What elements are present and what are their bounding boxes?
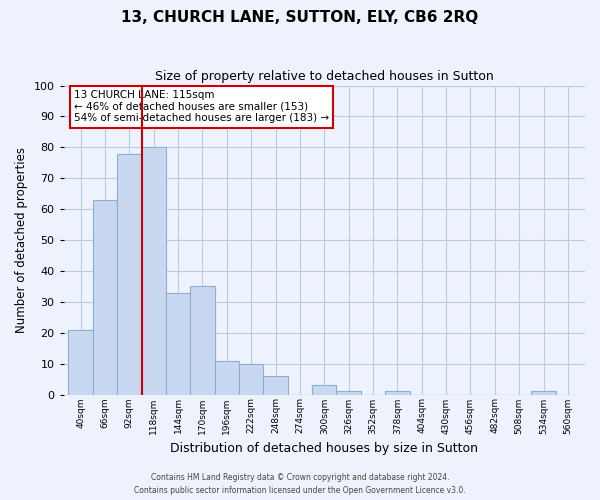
Bar — [385, 392, 410, 394]
X-axis label: Distribution of detached houses by size in Sutton: Distribution of detached houses by size … — [170, 442, 478, 455]
Bar — [190, 286, 215, 395]
Bar — [215, 360, 239, 394]
Bar — [312, 385, 337, 394]
Text: 13, CHURCH LANE, SUTTON, ELY, CB6 2RQ: 13, CHURCH LANE, SUTTON, ELY, CB6 2RQ — [121, 10, 479, 25]
Bar — [337, 392, 361, 394]
Bar — [68, 330, 93, 394]
Bar — [263, 376, 288, 394]
Bar — [142, 148, 166, 394]
Text: Contains HM Land Registry data © Crown copyright and database right 2024.
Contai: Contains HM Land Registry data © Crown c… — [134, 474, 466, 495]
Bar — [532, 392, 556, 394]
Bar — [93, 200, 117, 394]
Text: 13 CHURCH LANE: 115sqm
← 46% of detached houses are smaller (153)
54% of semi-de: 13 CHURCH LANE: 115sqm ← 46% of detached… — [74, 90, 329, 124]
Title: Size of property relative to detached houses in Sutton: Size of property relative to detached ho… — [155, 70, 494, 83]
Y-axis label: Number of detached properties: Number of detached properties — [15, 147, 28, 333]
Bar — [117, 154, 142, 394]
Bar — [239, 364, 263, 394]
Bar — [166, 292, 190, 394]
